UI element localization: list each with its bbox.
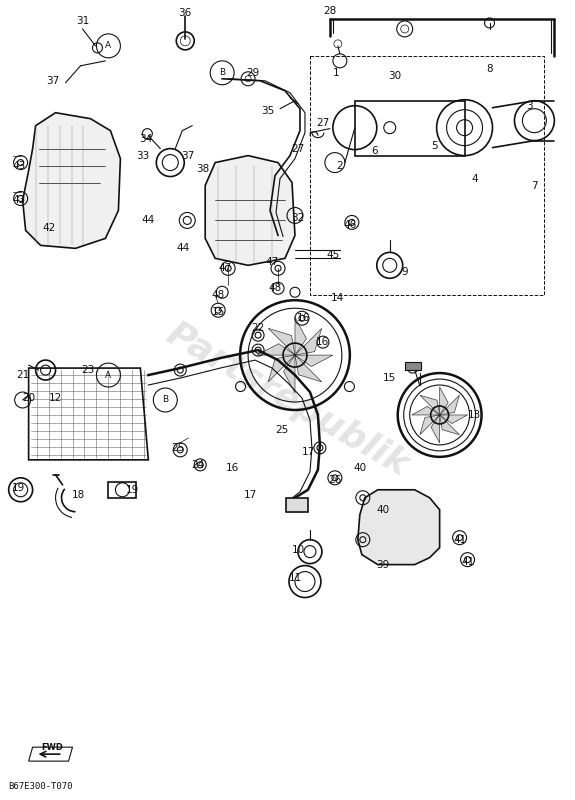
Polygon shape <box>358 490 440 565</box>
Text: 48: 48 <box>212 290 225 300</box>
Text: 24: 24 <box>191 460 205 470</box>
Polygon shape <box>412 406 440 415</box>
Text: 30: 30 <box>388 70 401 81</box>
Text: 16: 16 <box>296 313 309 323</box>
Text: 27: 27 <box>316 118 329 128</box>
Text: 34: 34 <box>139 134 152 144</box>
Polygon shape <box>257 344 295 355</box>
Text: 6: 6 <box>371 146 378 156</box>
Text: B: B <box>162 395 168 405</box>
Text: 2: 2 <box>336 161 343 170</box>
Text: 14: 14 <box>331 294 344 303</box>
Polygon shape <box>295 318 306 355</box>
Text: 16: 16 <box>225 463 239 473</box>
Polygon shape <box>295 355 333 366</box>
Text: 5: 5 <box>431 141 438 150</box>
Text: 15: 15 <box>212 307 225 318</box>
Text: 12: 12 <box>49 393 62 403</box>
Text: 43: 43 <box>12 161 25 170</box>
Text: 44: 44 <box>141 215 155 226</box>
Text: 41: 41 <box>461 557 474 566</box>
Text: 29: 29 <box>247 68 260 78</box>
Polygon shape <box>431 415 440 443</box>
Text: 38: 38 <box>197 163 210 174</box>
Polygon shape <box>295 355 322 382</box>
Bar <box>310 56 545 295</box>
Text: 16: 16 <box>316 337 329 347</box>
Text: 35: 35 <box>262 106 275 116</box>
Text: 31: 31 <box>76 16 89 26</box>
Text: 28: 28 <box>323 6 336 16</box>
Text: 19: 19 <box>126 485 139 494</box>
Bar <box>405 362 421 370</box>
Text: FWD: FWD <box>41 743 63 752</box>
Text: 26: 26 <box>328 475 342 485</box>
Text: 23: 23 <box>81 365 94 375</box>
Text: A: A <box>105 42 112 50</box>
Bar <box>355 101 465 155</box>
Text: 39: 39 <box>376 560 389 570</box>
Text: 46: 46 <box>343 221 356 230</box>
Text: A: A <box>105 370 112 379</box>
Polygon shape <box>295 328 322 355</box>
Text: 43: 43 <box>12 195 25 206</box>
Polygon shape <box>268 328 295 355</box>
Polygon shape <box>205 155 295 266</box>
Text: 8: 8 <box>486 64 493 74</box>
Text: 11: 11 <box>288 573 302 582</box>
Text: 33: 33 <box>136 150 149 161</box>
Bar <box>109 482 136 498</box>
Text: 41: 41 <box>453 534 466 545</box>
Text: 3: 3 <box>526 101 532 110</box>
Polygon shape <box>268 355 295 382</box>
Text: 4: 4 <box>472 174 478 183</box>
Polygon shape <box>420 415 440 434</box>
Text: 27: 27 <box>292 144 305 154</box>
Text: B67E300-T070: B67E300-T070 <box>9 782 73 791</box>
Bar <box>286 498 308 512</box>
Text: 42: 42 <box>42 223 55 234</box>
Polygon shape <box>440 415 459 434</box>
Text: 48: 48 <box>269 283 282 294</box>
Text: 22: 22 <box>251 323 264 333</box>
Text: 10: 10 <box>292 545 305 554</box>
Text: 9: 9 <box>401 267 408 278</box>
Text: 18: 18 <box>72 490 85 500</box>
Text: 15: 15 <box>383 373 396 383</box>
Text: 47: 47 <box>218 263 232 274</box>
Text: 17: 17 <box>243 490 256 500</box>
Text: 37: 37 <box>46 76 59 86</box>
Text: 32: 32 <box>292 214 305 223</box>
Text: 21: 21 <box>16 370 29 380</box>
Polygon shape <box>440 415 467 423</box>
Polygon shape <box>283 355 295 393</box>
Text: 25: 25 <box>275 425 289 435</box>
Polygon shape <box>420 395 440 415</box>
Text: 25: 25 <box>172 443 185 453</box>
Text: 7: 7 <box>531 181 538 190</box>
Polygon shape <box>440 395 459 415</box>
Text: 44: 44 <box>177 243 190 254</box>
Text: 20: 20 <box>22 393 35 403</box>
Text: 37: 37 <box>182 150 195 161</box>
Text: 45: 45 <box>326 250 339 260</box>
Polygon shape <box>440 387 448 415</box>
Text: 19: 19 <box>12 482 25 493</box>
Text: 1: 1 <box>332 68 339 78</box>
Text: Partsrepublik: Partsrepublik <box>160 317 414 483</box>
Text: 40: 40 <box>376 505 389 514</box>
Polygon shape <box>22 113 120 248</box>
Text: 17: 17 <box>301 447 315 457</box>
Text: 13: 13 <box>468 410 481 420</box>
Text: 47: 47 <box>266 258 279 267</box>
Text: 40: 40 <box>353 463 366 473</box>
Text: B: B <box>219 68 225 78</box>
Text: 36: 36 <box>179 8 192 18</box>
